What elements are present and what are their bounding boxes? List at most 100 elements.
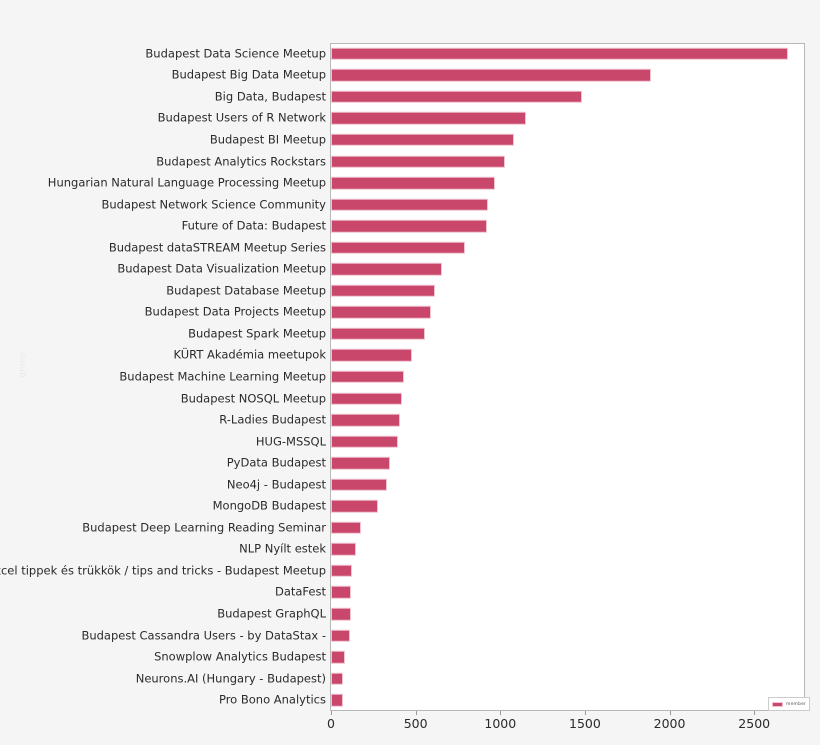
- bar-category-label: Budapest Data Visualization Meetup: [117, 261, 326, 276]
- bar-category-label: Budapest Big Data Meetup: [171, 67, 326, 82]
- x-axis-tick-mark: [669, 711, 671, 715]
- bar-row: PyData Budapest: [0, 452, 820, 474]
- bar-category-label: Budapest Analytics Rockstars: [156, 153, 326, 168]
- bar: [331, 306, 431, 319]
- bar-row: Big Data, Budapest: [0, 86, 820, 108]
- bar-category-label: HUG-MSSQL: [255, 433, 326, 448]
- bar-category-label: Budapest NOSQL Meetup: [180, 390, 326, 405]
- bar-category-label: R-Ladies Budapest: [219, 412, 326, 427]
- bar-track: [331, 90, 582, 104]
- bar-row: MongoDB Budapest: [0, 496, 820, 518]
- bar-track: [331, 456, 391, 470]
- bar-row: Budapest BI Meetup: [0, 129, 820, 151]
- bar: [331, 219, 487, 233]
- bar-row: HUG-MSSQL: [0, 431, 820, 453]
- bar-category-label: Neurons.AI (Hungary - Budapest): [135, 670, 326, 685]
- bar: [331, 392, 403, 405]
- bar-row: R-Ladies Budapest: [0, 409, 820, 431]
- bar-track: [331, 370, 404, 384]
- bar-category-label: Budapest dataSTREAM Meetup Series: [108, 239, 326, 254]
- bar: [331, 521, 362, 535]
- bar: [331, 500, 378, 513]
- bar-row: Budapest NOSQL Meetup: [0, 388, 820, 410]
- x-axis-tick-mark: [415, 711, 417, 715]
- bar-track: [331, 543, 356, 556]
- x-axis-tick-mark: [500, 711, 502, 715]
- bar-row: Snowplow Analytics Budapest: [0, 646, 820, 668]
- legend-swatch-member: [772, 701, 783, 707]
- bar-category-label: Budapest Users of R Network: [157, 110, 326, 125]
- bar-row: Budapest Data Visualization Meetup: [0, 258, 820, 280]
- bar-track: [331, 176, 496, 190]
- bar-row: Neo4j - Budapest: [0, 474, 820, 496]
- bar-track: [331, 435, 398, 448]
- legend-label-member: member: [786, 701, 807, 707]
- bar-rows: Budapest Data Science Meetup Budapest Big…: [0, 43, 820, 711]
- bar-row: Budapest Cassandra Users - by DataStax -: [0, 625, 820, 647]
- bar: [331, 435, 398, 448]
- x-axis-tick-mark: [754, 711, 756, 715]
- bar-category-label: Budapest Cassandra Users - by DataStax -: [81, 627, 326, 642]
- bar: [331, 69, 651, 82]
- bar-row: DataFest: [0, 582, 820, 604]
- bar-track: [331, 693, 343, 707]
- bar-category-label: Budapest Machine Learning Meetup: [119, 369, 326, 384]
- bar-track: [331, 629, 351, 642]
- bar-category-label: MongoDB Budapest: [212, 498, 326, 513]
- bar-row: Budapest Data Science Meetup: [0, 43, 820, 65]
- bar-row: Hungarian Natural Language Processing Me…: [0, 172, 820, 194]
- bar: [331, 241, 465, 254]
- bar: [331, 629, 351, 642]
- bar-track: [331, 500, 378, 513]
- plot-area: [330, 43, 805, 711]
- bar: [331, 413, 400, 427]
- bar: [331, 284, 436, 298]
- bar-track: [331, 672, 344, 685]
- x-axis-tick-mark: [331, 711, 332, 715]
- bar-track: [331, 478, 387, 491]
- bar-row: Budapest Spark Meetup: [0, 323, 820, 345]
- bar-row: Neurons.AI (Hungary - Budapest): [0, 668, 820, 690]
- bar-category-label: Budapest Deep Learning Reading Seminar: [82, 520, 326, 535]
- bar-category-label: Budapest Data Science Meetup: [145, 46, 326, 61]
- bar: [331, 198, 489, 211]
- x-axis-tick-label: 1000: [484, 716, 517, 731]
- bar: [331, 672, 344, 685]
- bar-category-label: KÜRT Akadémia meetupok: [173, 347, 326, 362]
- bar-track: [331, 521, 362, 535]
- bar-track: [331, 392, 403, 405]
- bar-row: Budapest Users of R Network: [0, 108, 820, 130]
- bar: [331, 693, 343, 707]
- bar-track: [331, 69, 651, 82]
- bar-track: [331, 607, 351, 621]
- bar-category-label: Budapest GraphQL: [217, 606, 326, 621]
- bar-category-label: Neo4j - Budapest: [226, 476, 326, 491]
- bar-track: [331, 133, 514, 147]
- bar-category-label: NLP Nyílt estek: [239, 541, 326, 556]
- bar-track: [331, 198, 489, 211]
- bar: [331, 607, 351, 621]
- bar: [331, 90, 582, 104]
- bar-category-label: Future of Data: Budapest: [181, 218, 326, 233]
- bar: [331, 478, 387, 491]
- bar-category-label: Budapest Data Projects Meetup: [144, 304, 326, 319]
- bar-row: Excel tippek és trükkök / tips and trick…: [0, 560, 820, 582]
- bar: [331, 456, 391, 470]
- legend: member: [768, 697, 811, 711]
- x-axis-tick-mark: [584, 711, 586, 715]
- bar-track: [331, 327, 425, 341]
- bar: [331, 370, 404, 384]
- bar: [331, 564, 353, 578]
- x-axis-tick-label: 2500: [738, 716, 771, 731]
- bar-category-label: Pro Bono Analytics: [218, 692, 326, 707]
- bar-category-label: Hungarian Natural Language Processing Me…: [47, 175, 326, 190]
- bar: [331, 47, 789, 61]
- bar-track: [331, 413, 400, 427]
- bar-row: Pro Bono Analytics: [0, 689, 820, 711]
- bar-track: [331, 262, 442, 276]
- bar-row: NLP Nyílt estek: [0, 539, 820, 561]
- bar-category-label: DataFest: [274, 584, 326, 599]
- bar-track: [331, 112, 526, 125]
- bar-category-label: Excel tippek és trükkök / tips and trick…: [0, 563, 326, 578]
- bar-row: Budapest Analytics Rockstars: [0, 151, 820, 173]
